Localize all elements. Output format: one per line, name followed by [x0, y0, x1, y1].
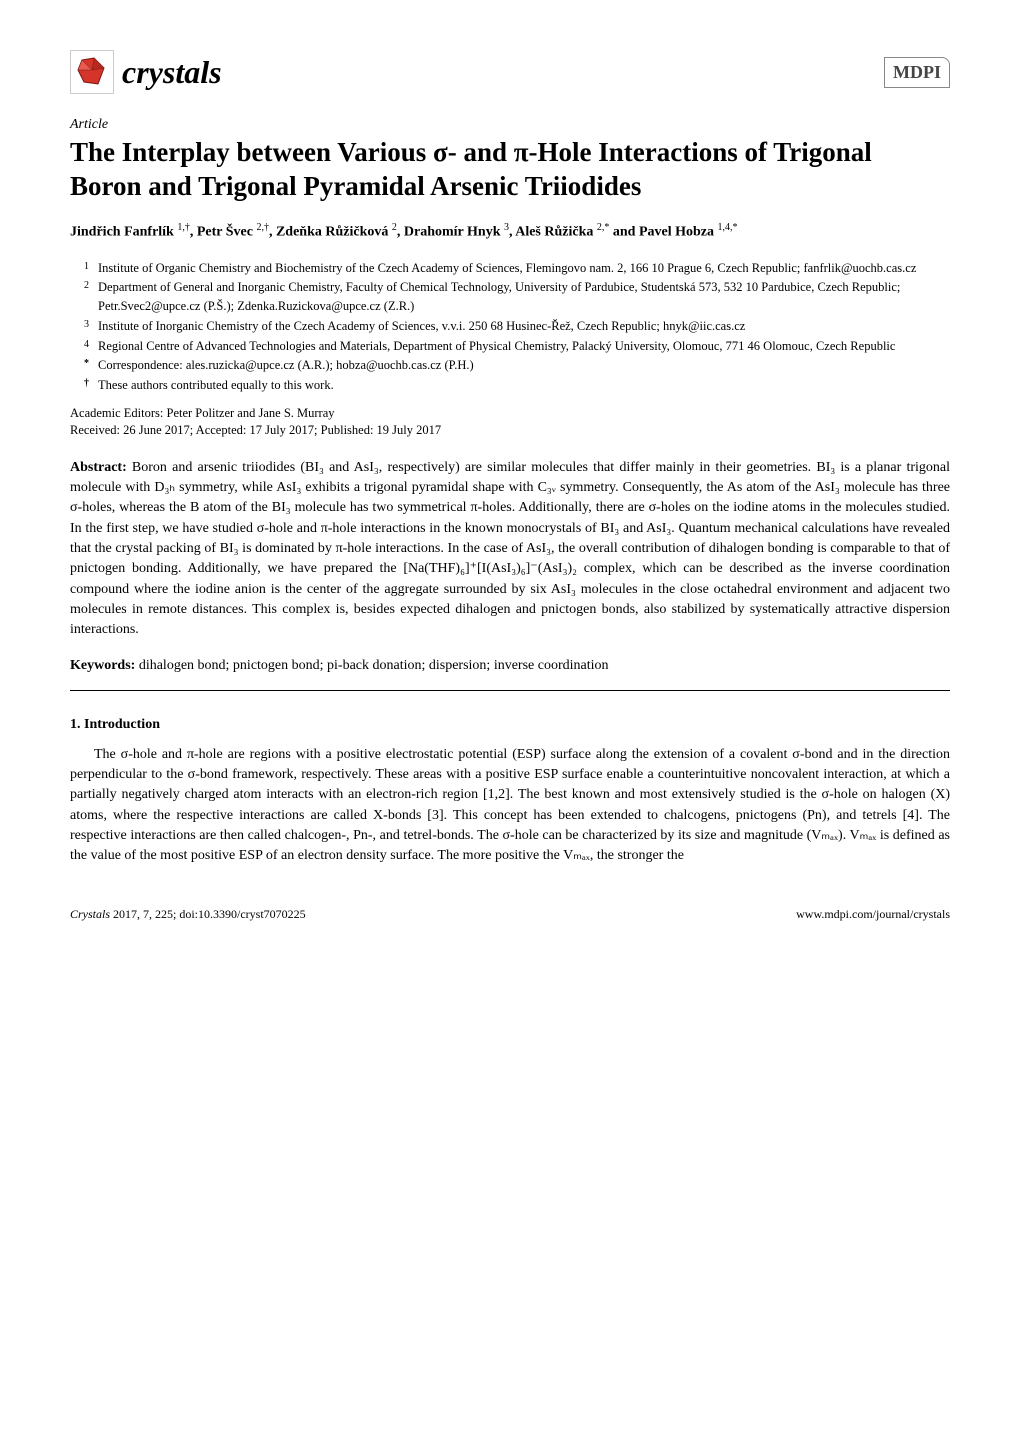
intro-paragraph: The σ-hole and π-hole are regions with a… [70, 745, 950, 867]
footer-journal: Crystals [70, 907, 113, 921]
abstract-block: Abstract: Boron and arsenic triiodides (… [70, 458, 950, 641]
affil-num: 2 [84, 278, 98, 316]
publisher-logo: MDPI [884, 57, 950, 88]
affil-text: Department of General and Inorganic Chem… [98, 278, 950, 316]
meta-info: Academic Editors: Peter Politzer and Jan… [70, 405, 950, 440]
abstract-label: Abstract: [70, 460, 127, 475]
abstract-text: Boron and arsenic triiodides (BI₃ and As… [70, 460, 950, 637]
pub-dates: Received: 26 June 2017; Accepted: 17 Jul… [70, 422, 950, 440]
affiliation-item: 3 Institute of Inorganic Chemistry of th… [70, 317, 950, 336]
footer-left: Crystals 2017, 7, 225; doi:10.3390/cryst… [70, 906, 306, 923]
keywords-label: Keywords: [70, 658, 135, 673]
section-heading: 1. Introduction [70, 715, 950, 735]
affil-num: 3 [84, 317, 98, 336]
article-title: The Interplay between Various σ- and π-H… [70, 136, 950, 204]
footer-right: www.mdpi.com/journal/crystals [796, 906, 950, 923]
crystals-icon [70, 50, 114, 94]
journal-logo-text: crystals [122, 50, 222, 95]
divider [70, 690, 950, 691]
affil-num: 1 [84, 259, 98, 278]
footer-year: 2017 [113, 907, 137, 921]
affil-text: Regional Centre of Advanced Technologies… [98, 337, 950, 356]
affiliation-item: * Correspondence: ales.ruzicka@upce.cz (… [70, 356, 950, 375]
affiliations-block: 1 Institute of Organic Chemistry and Bio… [70, 259, 950, 395]
authors-line: Jindřich Fanfrlík 1,†, Petr Švec 2,†, Zd… [70, 220, 950, 243]
affil-num: 4 [84, 337, 98, 356]
article-label: Article [70, 115, 950, 135]
affiliation-item: 4 Regional Centre of Advanced Technologi… [70, 337, 950, 356]
affil-text: Correspondence: ales.ruzicka@upce.cz (A.… [98, 356, 950, 375]
affiliation-item: 2 Department of General and Inorganic Ch… [70, 278, 950, 316]
affil-text: These authors contributed equally to thi… [98, 376, 950, 395]
page-footer: Crystals 2017, 7, 225; doi:10.3390/cryst… [70, 906, 950, 923]
journal-logo: crystals [70, 50, 222, 95]
affil-num: † [84, 376, 98, 395]
affil-text: Institute of Inorganic Chemistry of the … [98, 317, 950, 336]
affil-num: * [84, 356, 98, 375]
header-row: crystals MDPI [70, 50, 950, 95]
affiliation-item: 1 Institute of Organic Chemistry and Bio… [70, 259, 950, 278]
keywords-text: dihalogen bond; pnictogen bond; pi-back … [135, 658, 608, 673]
academic-editors: Academic Editors: Peter Politzer and Jan… [70, 405, 950, 423]
keywords-block: Keywords: dihalogen bond; pnictogen bond… [70, 656, 950, 676]
affil-text: Institute of Organic Chemistry and Bioch… [98, 259, 950, 278]
affiliation-item: † These authors contributed equally to t… [70, 376, 950, 395]
footer-doi: , 7, 225; doi:10.3390/cryst7070225 [137, 907, 306, 921]
